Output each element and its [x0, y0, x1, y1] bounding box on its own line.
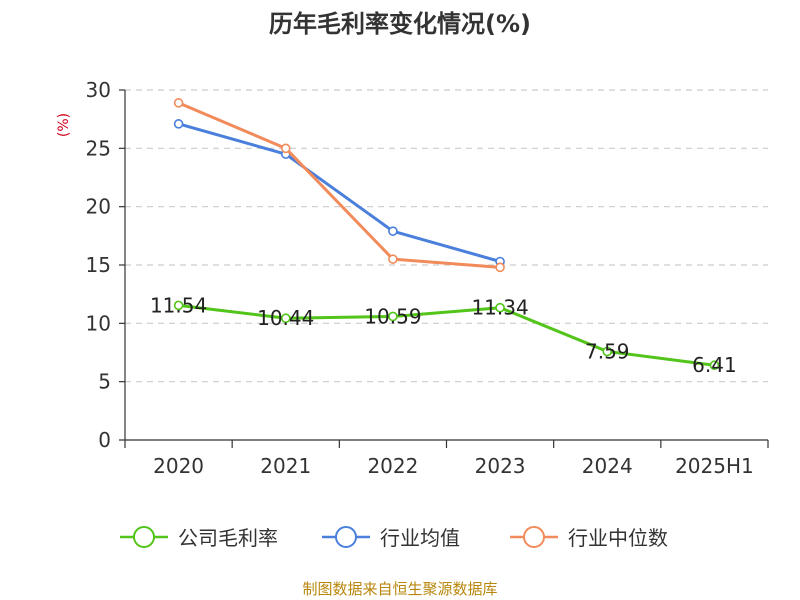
data-point — [280, 313, 291, 324]
data-point — [709, 360, 720, 371]
legend-label: 公司毛利率 — [178, 526, 278, 550]
x-tick-label: 2024 — [582, 454, 633, 478]
y-tick-label: 20 — [86, 195, 111, 219]
y-axis-label: (%) — [56, 113, 72, 137]
series-0 — [173, 300, 720, 371]
grid-lines — [125, 89, 768, 383]
data-label: 7.59 — [585, 339, 630, 363]
data-point — [495, 262, 505, 273]
y-tick-label: 0 — [98, 428, 111, 452]
legend-item-1: 行业均值 — [322, 526, 460, 550]
legend-label: 行业均值 — [380, 526, 460, 550]
series-layer — [173, 98, 720, 371]
source-note: 制图数据来自恒生聚源数据库 — [302, 580, 497, 598]
x-tick-label: 2022 — [367, 454, 418, 478]
y-tick-label: 30 — [86, 78, 111, 102]
data-point — [388, 226, 398, 236]
x-tick-label: 2020 — [153, 454, 204, 478]
data-label: 6.41 — [692, 353, 737, 377]
legend-marker — [523, 526, 545, 548]
x-tick-label: 2021 — [260, 454, 311, 478]
series-1 — [173, 119, 505, 267]
series-line — [178, 303, 715, 367]
data-point — [388, 254, 398, 264]
y-tick-label: 15 — [86, 253, 111, 277]
series-line — [177, 101, 501, 269]
chart-title: 历年毛利率变化情况(%) — [269, 10, 531, 38]
data-label: 11.34 — [471, 296, 528, 320]
data-labels: 11.54 10.44 10.59 11.34 7.59 6.41 — [150, 293, 737, 377]
y-tick-label: 10 — [86, 311, 111, 335]
data-label: 10.59 — [364, 304, 421, 328]
data-label: 11.54 — [150, 293, 207, 317]
data-label: 10.44 — [257, 306, 314, 330]
data-point — [280, 143, 291, 154]
legend: 公司毛利率 行业均值 行业中位数 — [120, 526, 668, 550]
legend-item-2: 行业中位数 — [510, 526, 668, 550]
series-2 — [173, 98, 505, 273]
x-tick-label: 2023 — [475, 454, 526, 478]
axes: 0 5 10 15 20 25 30 2020 2021 2022 2023 2024 2025H1 — [86, 78, 769, 478]
legend-item-0: 公司毛利率 — [120, 526, 278, 550]
data-point — [388, 311, 398, 322]
data-point — [495, 302, 505, 313]
series-line — [178, 122, 501, 263]
legend-marker — [133, 526, 155, 548]
data-point — [173, 119, 184, 129]
data-point — [602, 346, 613, 357]
data-point — [173, 98, 184, 108]
y-tick-label: 25 — [86, 136, 111, 160]
legend-marker — [335, 526, 357, 548]
legend-label: 行业中位数 — [568, 526, 668, 550]
data-point — [173, 300, 184, 311]
y-tick-label: 5 — [98, 370, 111, 394]
x-tick-label: 2025H1 — [675, 454, 754, 478]
